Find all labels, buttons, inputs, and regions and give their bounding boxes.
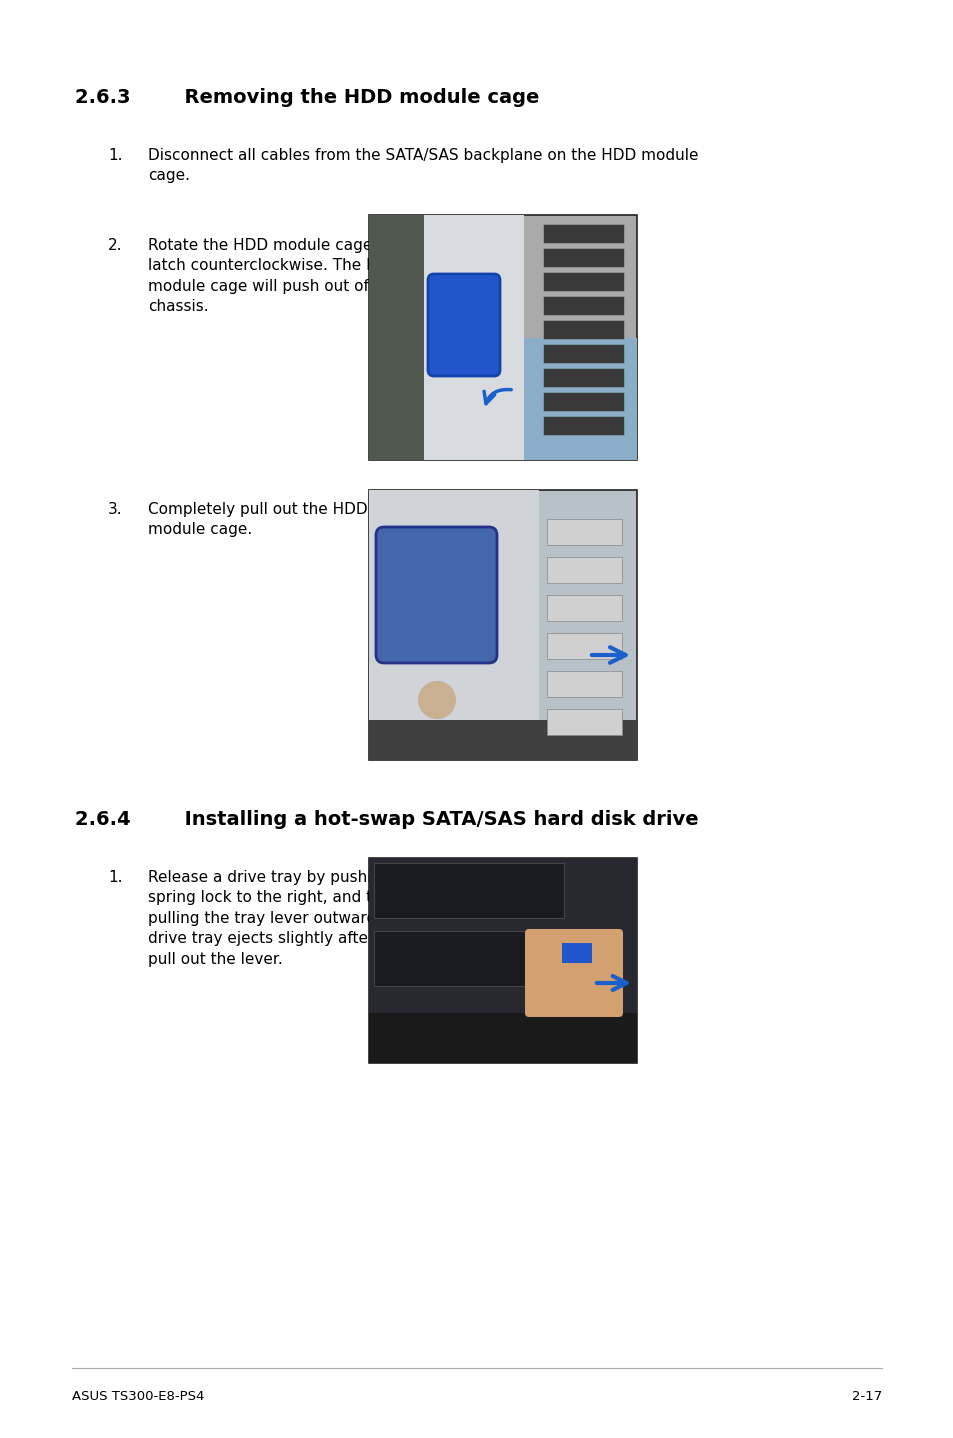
Bar	[543, 298, 623, 315]
Bar	[543, 345, 623, 362]
Bar	[369, 490, 637, 761]
FancyBboxPatch shape	[375, 526, 497, 663]
Text: ASUS TS300-E8-PS4: ASUS TS300-E8-PS4	[71, 1391, 204, 1403]
Bar	[546, 709, 621, 735]
Bar	[543, 321, 623, 339]
Bar	[543, 393, 623, 411]
Bar	[374, 930, 563, 986]
FancyBboxPatch shape	[428, 275, 499, 375]
Bar	[546, 633, 621, 659]
Bar	[369, 216, 423, 460]
Text: Release a drive tray by pushing the
spring lock to the right, and then
pulling t: Release a drive tray by pushing the spri…	[148, 870, 420, 966]
Bar	[369, 1012, 637, 1063]
Bar	[543, 249, 623, 267]
Text: 2.6.4        Installing a hot-swap SATA/SAS hard disk drive: 2.6.4 Installing a hot-swap SATA/SAS har…	[75, 810, 698, 828]
Bar	[543, 273, 623, 290]
Circle shape	[418, 682, 455, 718]
Bar	[561, 943, 592, 963]
Bar	[546, 595, 621, 621]
Bar	[369, 216, 637, 460]
Bar	[369, 490, 538, 720]
Text: 2-17: 2-17	[851, 1391, 882, 1403]
Text: Rotate the HDD module cage
latch counterclockwise. The HDD
module cage will push: Rotate the HDD module cage latch counter…	[148, 239, 400, 313]
FancyBboxPatch shape	[524, 929, 622, 1017]
Bar	[546, 672, 621, 697]
Text: 2.6.3        Removing the HDD module cage: 2.6.3 Removing the HDD module cage	[75, 88, 538, 106]
Bar	[546, 557, 621, 582]
Bar	[369, 858, 637, 1063]
Bar	[369, 720, 637, 761]
Text: 1.: 1.	[108, 870, 122, 884]
Text: 2.: 2.	[108, 239, 122, 253]
Text: Completely pull out the HDD
module cage.: Completely pull out the HDD module cage.	[148, 502, 367, 538]
Bar	[423, 338, 637, 460]
Bar	[543, 224, 623, 243]
Bar	[369, 858, 637, 1063]
Text: 3.: 3.	[108, 502, 123, 518]
Bar	[374, 863, 563, 917]
Bar	[543, 370, 623, 387]
Bar	[543, 417, 623, 436]
Bar	[423, 216, 523, 460]
Text: Disconnect all cables from the SATA/SAS backplane on the HDD module
cage.: Disconnect all cables from the SATA/SAS …	[148, 148, 698, 184]
Text: 1.: 1.	[108, 148, 122, 162]
Bar	[546, 519, 621, 545]
